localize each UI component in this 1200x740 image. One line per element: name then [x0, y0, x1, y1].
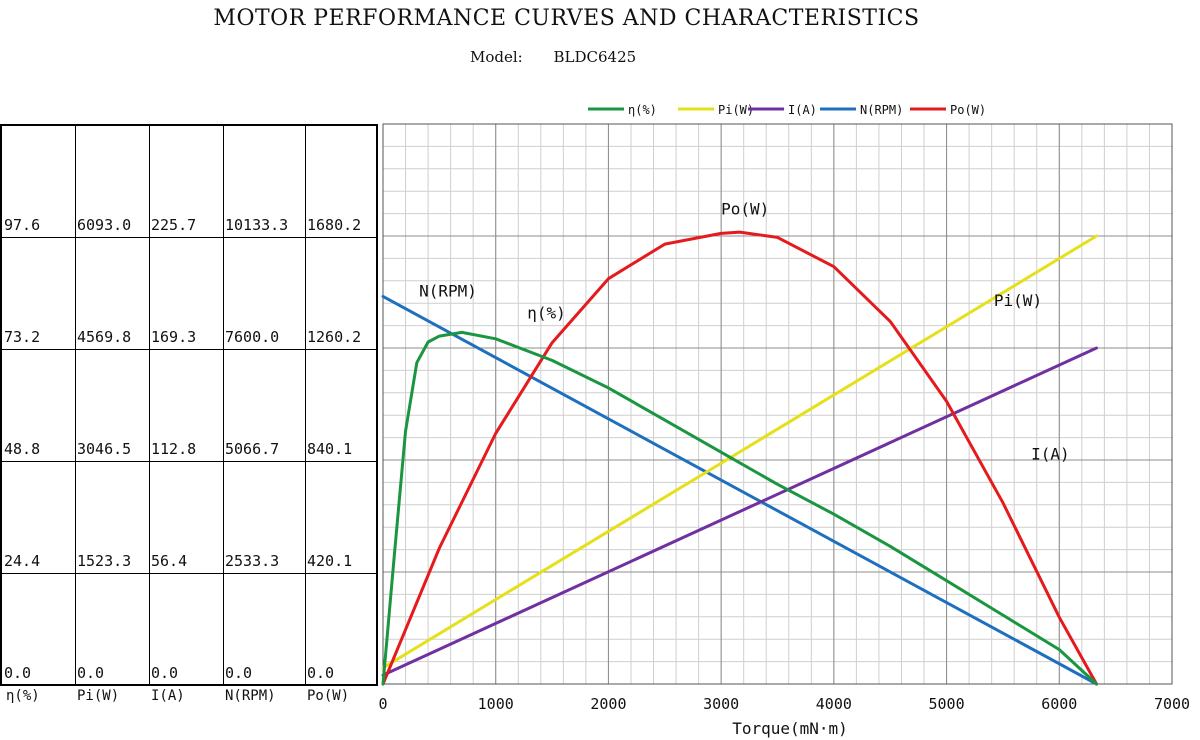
- table-cell: 0.0: [307, 664, 335, 682]
- table-column-header: Pi(W): [77, 688, 120, 704]
- x-tick-label: 4000: [816, 695, 852, 713]
- series-line-ia: [381, 346, 1098, 677]
- series-annotation: Po(W): [721, 200, 769, 219]
- legend-label: Pi(W): [718, 103, 754, 117]
- table-column-header: N(RPM): [225, 688, 276, 704]
- table-cell: 840.1: [307, 440, 353, 458]
- series-line-pow: [381, 230, 1098, 686]
- x-axis-label: Torque(mN·m): [732, 719, 848, 738]
- x-tick-label: 5000: [929, 695, 965, 713]
- series-annotation: N(RPM): [419, 281, 477, 300]
- table-cell: 48.8: [4, 440, 41, 458]
- x-tick-label: 0: [378, 695, 387, 713]
- x-tick-label: 3000: [703, 695, 739, 713]
- series-annotation: I(A): [1031, 445, 1070, 464]
- table-cell: 0.0: [225, 664, 253, 682]
- series-annotation: Pi(W): [994, 291, 1042, 310]
- table-cell: 10133.3: [225, 216, 289, 234]
- chart-title: MOTOR PERFORMANCE CURVES AND CHARACTERIS…: [213, 6, 920, 31]
- table-row-divider: [2, 573, 376, 574]
- table-cell: 1523.3: [77, 552, 132, 570]
- table-cell: 24.4: [4, 552, 41, 570]
- table-row-divider: [2, 461, 376, 462]
- model-label: Model:: [470, 48, 523, 66]
- table-cell: 56.4: [151, 552, 188, 570]
- table-col-divider: [223, 126, 224, 684]
- table-cell: 2533.3: [225, 552, 280, 570]
- table-cell: 169.3: [151, 328, 197, 346]
- table-cell: 97.6: [4, 216, 41, 234]
- table-col-divider: [305, 126, 306, 684]
- x-tick-label: 7000: [1154, 695, 1190, 713]
- table-cell: 420.1: [307, 552, 353, 570]
- table-cell: 0.0: [77, 664, 105, 682]
- legend-label: Po(W): [950, 103, 986, 117]
- plot-area: [383, 124, 1172, 684]
- legend-label: η(%): [628, 103, 657, 117]
- series-line-nrpm: [381, 294, 1098, 686]
- table-column-header: η(%): [6, 688, 40, 704]
- model-line: Model: BLDC6425: [470, 48, 636, 66]
- series-line-piw: [381, 234, 1098, 670]
- plot-border: [382, 123, 1173, 685]
- table-col-divider: [75, 126, 76, 684]
- legend-label: I(A): [788, 103, 817, 117]
- x-tick-label: 6000: [1041, 695, 1077, 713]
- table-cell: 0.0: [4, 664, 32, 682]
- table-cell: 112.8: [151, 440, 197, 458]
- table-cell: 5066.7: [225, 440, 280, 458]
- table-cell: 225.7: [151, 216, 197, 234]
- table-row-divider: [2, 237, 376, 238]
- table-column-header: I(A): [151, 688, 185, 704]
- table-cell: 0.0: [151, 664, 179, 682]
- table-col-divider: [149, 126, 150, 684]
- table-cell: 6093.0: [77, 216, 132, 234]
- table-cell: 7600.0: [225, 328, 280, 346]
- legend-label: N(RPM): [860, 103, 903, 117]
- table-cell: 1680.2: [307, 216, 362, 234]
- table-cell: 73.2: [4, 328, 41, 346]
- table-cell: 1260.2: [307, 328, 362, 346]
- table-column-header: Po(W): [307, 688, 350, 704]
- table-row-divider: [2, 349, 376, 350]
- table-cell: 4569.8: [77, 328, 132, 346]
- x-tick-label: 1000: [478, 695, 514, 713]
- scale-table: [0, 124, 378, 686]
- x-tick-label: 2000: [590, 695, 626, 713]
- series-line-: [381, 330, 1098, 686]
- table-cell: 3046.5: [77, 440, 132, 458]
- series-annotation: η(%): [527, 304, 566, 323]
- model-value: BLDC6425: [553, 48, 637, 66]
